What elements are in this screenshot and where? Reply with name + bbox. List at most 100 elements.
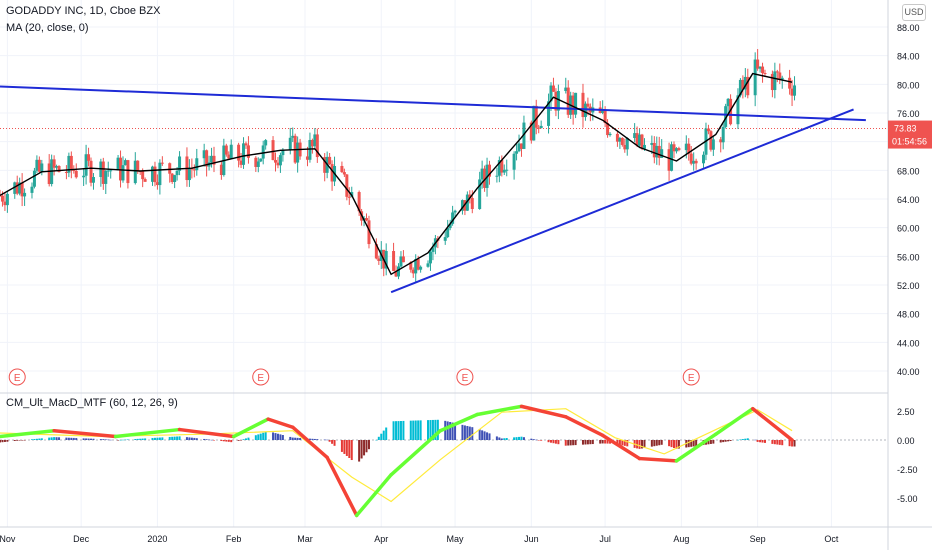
- histogram-bar: [589, 440, 592, 445]
- candle-body: [52, 159, 56, 168]
- earnings-marker-circle: [8, 368, 26, 386]
- macd-series-segment: [600, 433, 642, 461]
- histogram-bar: [417, 420, 420, 440]
- candle-body: [529, 122, 533, 141]
- histogram-bar: [429, 420, 432, 440]
- histogram-bar: [53, 437, 56, 440]
- histogram-bar: [392, 421, 395, 440]
- candle-body: [219, 164, 223, 176]
- histogram-bar: [660, 440, 663, 445]
- histogram-bar: [171, 436, 174, 440]
- candle-body: [551, 85, 555, 92]
- candle-body: [581, 92, 585, 118]
- candle-body: [15, 182, 19, 194]
- trendline: [390, 108, 854, 294]
- candle-body: [775, 71, 779, 73]
- candle-body: [291, 135, 295, 138]
- candle-body: [512, 153, 516, 170]
- candle-body: [623, 144, 627, 150]
- candle-body: [638, 134, 642, 146]
- histogram-bar: [643, 440, 646, 449]
- time-tick-label: Aug: [673, 534, 689, 544]
- candle-body: [706, 128, 710, 132]
- candle-body: [497, 160, 501, 176]
- histogram-bar: [107, 439, 110, 441]
- histogram-bar: [552, 440, 555, 444]
- candle-body: [340, 165, 344, 173]
- candle-body: [724, 106, 728, 127]
- histogram-bar: [367, 440, 370, 450]
- histogram-bar: [134, 439, 137, 440]
- macd-series-segment: [290, 425, 329, 460]
- candle-body: [642, 144, 646, 149]
- candle-body: [205, 150, 209, 167]
- time-tick-label: Apr: [374, 534, 388, 544]
- candle-body: [692, 160, 696, 164]
- candle-body: [743, 76, 747, 90]
- candle-body: [554, 91, 558, 111]
- histogram-bar: [124, 439, 127, 441]
- candle-body: [121, 165, 125, 181]
- histogram-bar: [672, 440, 675, 449]
- histogram-bar: [554, 440, 557, 444]
- histogram-bar: [193, 437, 196, 440]
- histogram-bar: [38, 438, 41, 440]
- histogram-bar: [126, 439, 129, 440]
- time-tick-label: Dec: [73, 534, 90, 544]
- histogram-bar: [399, 420, 402, 440]
- candle-body: [694, 160, 698, 164]
- histogram-bar: [781, 440, 784, 446]
- histogram-bar: [436, 419, 439, 440]
- histogram-bar: [144, 438, 147, 440]
- candle-body: [711, 139, 715, 150]
- histogram-bar: [168, 436, 171, 440]
- macd-tick-label: 2.50: [897, 407, 915, 417]
- earnings-marker-label: E: [257, 373, 264, 384]
- macd-series-segment: [52, 428, 118, 439]
- trendlines: [0, 85, 866, 294]
- histogram-bar: [188, 437, 191, 440]
- histogram-bar: [365, 440, 368, 453]
- histogram-bar: [104, 439, 107, 440]
- histogram-bar: [736, 439, 739, 441]
- histogram-bar: [205, 439, 208, 440]
- price-badge-value: 73.83: [894, 124, 917, 134]
- candle-body: [770, 73, 774, 91]
- candle-body: [342, 172, 346, 175]
- candle-body: [564, 87, 568, 91]
- candle-body: [264, 140, 268, 146]
- histogram-bar: [141, 438, 144, 440]
- candle-body: [229, 144, 233, 159]
- histogram-bar: [687, 440, 690, 448]
- histogram-bar: [567, 440, 570, 446]
- candle-body: [133, 160, 137, 184]
- currency-button[interactable]: USD: [902, 4, 926, 21]
- candle-body: [571, 95, 575, 115]
- histogram-bar: [547, 440, 550, 443]
- candle-body: [394, 270, 398, 277]
- candle-body: [47, 163, 51, 185]
- candle-body: [667, 149, 671, 171]
- candle-body: [178, 156, 182, 171]
- histogram-bar: [247, 437, 250, 440]
- histogram-bar: [791, 440, 794, 447]
- histogram-bar: [604, 440, 607, 444]
- candle-body: [18, 182, 22, 194]
- histogram-bar: [262, 432, 265, 440]
- candle-body: [323, 157, 327, 173]
- histogram-bar: [99, 439, 102, 440]
- histogram-bar: [427, 420, 430, 440]
- price-tick-label: 88.00: [897, 23, 920, 33]
- candle-body: [583, 103, 587, 118]
- candle-body: [515, 151, 519, 154]
- candle-body: [89, 160, 93, 183]
- candle-body: [502, 169, 506, 173]
- candle-body: [296, 142, 300, 163]
- histogram-bar: [65, 437, 68, 440]
- candle-body: [64, 172, 68, 174]
- histogram-bar: [719, 440, 722, 443]
- candle-body: [650, 142, 654, 145]
- candle-body: [601, 110, 605, 113]
- candle-body: [574, 92, 578, 115]
